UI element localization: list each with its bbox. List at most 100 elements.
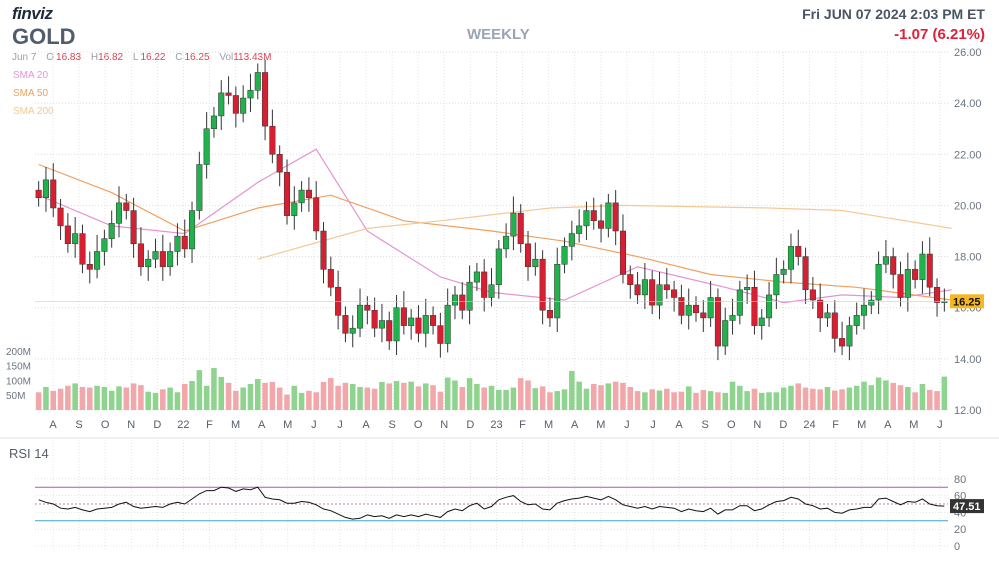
volume-bar xyxy=(510,387,517,410)
month-tick-label: M xyxy=(857,419,866,431)
candle-body xyxy=(152,251,159,260)
candle-body xyxy=(137,243,144,268)
volume-bar xyxy=(335,385,341,410)
candle-body xyxy=(108,223,115,239)
candle-body xyxy=(904,269,911,298)
rsi-tick-label: 0 xyxy=(954,541,960,553)
finviz-logo[interactable]: finviz xyxy=(12,4,53,23)
volume-bar xyxy=(415,386,422,410)
volume-bar xyxy=(620,382,626,410)
volume-bar xyxy=(802,387,809,410)
volume-bar xyxy=(225,382,232,410)
candle-body xyxy=(619,230,626,275)
candle-body xyxy=(64,225,71,245)
quote-open: O 16.83 xyxy=(46,52,81,63)
candle-body xyxy=(744,287,751,291)
candlesticks xyxy=(35,59,948,361)
volume-bar xyxy=(875,377,882,410)
volume-bar xyxy=(152,392,159,410)
candle-body xyxy=(824,312,831,319)
candle-body xyxy=(685,304,692,316)
month-tick-label: J xyxy=(650,419,656,431)
candle-body xyxy=(503,235,510,250)
volume-bar xyxy=(649,389,655,410)
candle-body xyxy=(568,233,575,247)
month-tick-label: S xyxy=(75,419,82,431)
candle-body xyxy=(408,317,415,326)
candle-body xyxy=(94,251,101,270)
volume-bar xyxy=(561,389,568,410)
volume-bar xyxy=(35,392,42,410)
volume-bar xyxy=(532,388,539,410)
candle-body xyxy=(79,233,86,265)
rsi-value-label: 47.51 xyxy=(953,501,981,513)
volume-bar xyxy=(50,390,57,410)
quote-volume: Vol113.43M xyxy=(219,52,271,63)
volume-bar xyxy=(598,385,604,410)
candle-body xyxy=(663,284,670,291)
volume-bar xyxy=(94,385,100,410)
volume-bar xyxy=(320,381,327,410)
volume-bar xyxy=(291,385,298,410)
volume-bar xyxy=(934,391,940,410)
volume-bar xyxy=(481,387,487,410)
price-grid xyxy=(35,51,948,550)
volume-bar xyxy=(466,378,473,410)
month-tick-label: S xyxy=(388,419,395,431)
month-tick-label: D xyxy=(779,419,787,431)
close-label: C xyxy=(175,52,183,63)
volume-bar xyxy=(108,390,115,410)
quote-date: Jun 7 xyxy=(12,52,37,63)
low-value: 16.22 xyxy=(140,52,166,63)
candle-body xyxy=(210,115,217,129)
volume-bar xyxy=(488,385,495,410)
candle-body xyxy=(561,246,568,265)
volume-bar xyxy=(664,388,670,410)
month-tick-label: A xyxy=(675,419,683,431)
volume-bar xyxy=(298,392,305,410)
candle-body xyxy=(809,289,816,301)
sma50-legend: SMA 50 xyxy=(13,88,49,99)
candle-body xyxy=(430,315,437,326)
month-tick-label: 22 xyxy=(177,419,189,431)
volume-bar xyxy=(116,386,122,410)
candle-body xyxy=(35,189,42,199)
candle-body xyxy=(692,304,700,314)
candle-body xyxy=(283,171,291,216)
candle-body xyxy=(802,256,809,291)
volume-bar xyxy=(897,385,904,410)
open-label: O xyxy=(46,52,55,63)
volume-bar xyxy=(444,377,451,410)
volume-bar xyxy=(401,382,407,410)
sma200-legend: SMA 200 xyxy=(13,106,54,117)
candle-body xyxy=(291,202,298,216)
candle-body xyxy=(378,320,385,329)
candle-body xyxy=(517,212,524,245)
volume-bar xyxy=(788,385,794,410)
volume-bar xyxy=(890,382,896,410)
candle-body xyxy=(247,90,254,99)
rsi-value-tag xyxy=(950,499,984,514)
volume-bar xyxy=(203,385,210,410)
quote-low: L 16.22 xyxy=(133,52,166,63)
month-tick-label: J xyxy=(937,419,943,431)
rsi-line xyxy=(38,486,945,520)
volume-bar xyxy=(678,391,685,410)
ticker-symbol: GOLD xyxy=(12,24,76,49)
volume-bar xyxy=(422,383,429,410)
volume-bar xyxy=(817,389,823,410)
volume-bar xyxy=(379,381,385,410)
volume-bar xyxy=(539,386,546,410)
volume-bar xyxy=(371,388,378,410)
candle-body xyxy=(524,243,532,268)
candle-body xyxy=(189,210,196,250)
candle-body xyxy=(875,263,882,301)
candle-body xyxy=(627,274,634,285)
volume-bar xyxy=(211,368,217,410)
volume-bar xyxy=(795,383,802,410)
candle-body xyxy=(576,225,583,234)
candle-body xyxy=(707,297,714,319)
candle-body xyxy=(546,310,553,319)
